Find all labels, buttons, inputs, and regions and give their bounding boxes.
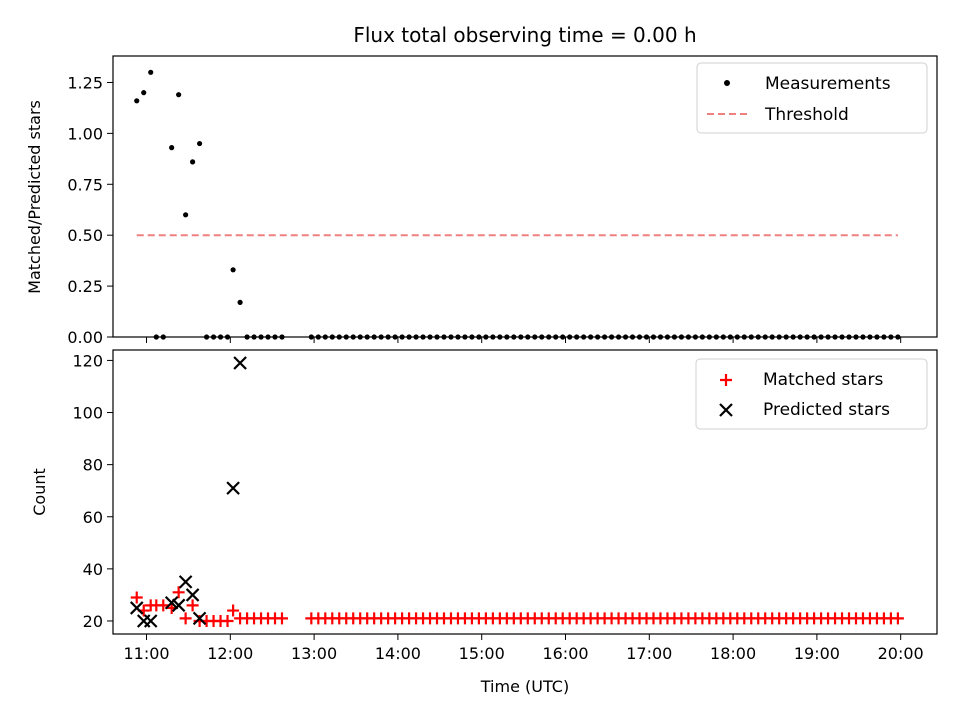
y-tick-label: 0.50 (67, 226, 103, 245)
predicted-stars-point (226, 481, 240, 495)
y-tick-label: 40 (83, 560, 103, 579)
y-tick-label: 100 (72, 404, 103, 423)
measurement-point (134, 98, 140, 104)
x-tick-label: 11:00 (123, 644, 169, 663)
y-tick-label: 1.00 (67, 124, 103, 143)
measurement-point (190, 159, 196, 165)
matched-stars-point (227, 604, 240, 617)
bottom-x-axis: 11:00 12:00 13:00 14:00 15:00 16:00 17:00 18:00… (123, 634, 924, 663)
chart-title: Flux total observing time = 0.00 h (353, 23, 696, 47)
predicted-stars-point (143, 614, 158, 628)
measurement-point (196, 140, 203, 147)
predicted-stars-point (185, 588, 200, 602)
top-panel: 0.00 0.25 0.50 0.75 1.00 1.25 Matched/Predict… (25, 55, 938, 347)
bottom-legend: Matched stars Predicted stars (695, 358, 928, 430)
top-y-axis-label: Matched/Predicted stars (25, 100, 44, 294)
y-tick-label: 120 (72, 351, 103, 370)
predicted-stars-point (171, 598, 186, 613)
y-tick-label: 0.00 (67, 328, 103, 347)
matched-stars-point (130, 591, 143, 604)
legend-measurements-marker (724, 80, 730, 86)
measurement-point (237, 299, 243, 305)
measurement-point (141, 90, 147, 96)
x-tick-label: 14:00 (375, 644, 421, 663)
x-axis-label: Time (UTC) (480, 677, 569, 696)
measurement-point (148, 69, 154, 75)
top-legend: Measurements Threshold (696, 62, 928, 134)
top-legend-box (696, 62, 928, 134)
top-plot-frame (112, 55, 938, 338)
bottom-y-axis-label: Count (30, 468, 49, 516)
legend-threshold-label: Threshold (764, 105, 849, 125)
matched-stars-point (891, 612, 904, 625)
legend-predicted-marker (719, 403, 733, 417)
legend-matched-marker (720, 374, 732, 386)
legend-matched-label: Matched stars (763, 370, 883, 390)
predicted-stars-point (178, 575, 193, 589)
bottom-plot-frame (112, 349, 938, 635)
matched-stars-point (221, 614, 234, 627)
x-tick-label: 18:00 (710, 644, 756, 663)
y-tick-label: 20 (83, 612, 103, 631)
y-tick-label: 60 (83, 508, 103, 527)
y-tick-label: 80 (83, 456, 103, 475)
matched-stars-point (172, 586, 185, 599)
x-tick-label: 13:00 (291, 644, 337, 663)
predicted-stars-point (164, 595, 179, 610)
predicted-stars-point (192, 611, 207, 626)
legend-measurements-label: Measurements (765, 74, 891, 94)
x-tick-label: 17:00 (626, 644, 672, 663)
predicted-stars-point (129, 601, 144, 615)
x-tick-label: 19:00 (794, 644, 840, 663)
matched-stars-point (157, 599, 170, 612)
x-tick-label: 15:00 (459, 644, 505, 663)
top-y-axis: 0.00 0.25 0.50 0.75 1.00 1.25 (67, 73, 113, 347)
measurement-point (176, 92, 182, 98)
bottom-panel: 20 40 60 80 100 120 11:00 12:00 13:00 14:00 15:00… (30, 349, 938, 696)
matched-stars-point (179, 612, 192, 625)
predicted-stars-point (233, 356, 247, 370)
legend-predicted-label: Predicted stars (763, 400, 890, 420)
x-tick-label: 20:00 (878, 644, 924, 663)
bottom-y-axis: 20 40 60 80 100 120 (72, 351, 113, 631)
measurement-point (183, 212, 189, 218)
top-x-axis-ticks (146, 337, 902, 343)
measurement-point (169, 145, 175, 151)
bottom-legend-box (695, 358, 928, 430)
bottom-plot-marks (129, 356, 904, 628)
x-tick-label: 12:00 (207, 644, 253, 663)
matched-stars-point (275, 612, 288, 625)
measurement-point (230, 267, 236, 273)
y-tick-label: 0.25 (67, 277, 103, 296)
matched-stars-point (186, 599, 199, 612)
y-tick-label: 0.75 (67, 175, 103, 194)
x-tick-label: 16:00 (542, 644, 588, 663)
y-tick-label: 1.25 (67, 73, 103, 92)
